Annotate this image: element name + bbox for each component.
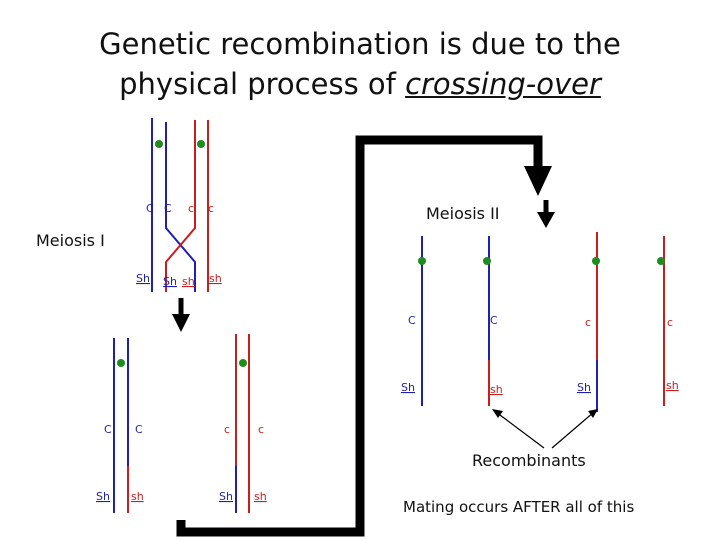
- meiosis-1-products: C C c c Sh sh Sh sh: [96, 334, 267, 513]
- title-line-2-prefix: physical process of: [119, 67, 406, 101]
- m2-allele-c-4: c: [667, 316, 673, 329]
- m1-allele-sh-1: Sh: [136, 272, 150, 285]
- m1-allele-c-4: c: [208, 202, 214, 215]
- recombinant-arrow-right: [551, 411, 595, 449]
- m2-allele-c-3: c: [585, 316, 591, 329]
- m1-chromatid-red-1: [165, 120, 196, 292]
- m2-centromere-4: [657, 257, 665, 265]
- meiosis-1-label: Meiosis I: [36, 231, 105, 250]
- recombinant-arrowhead-left: [492, 409, 503, 418]
- m1-centromere-1: [155, 140, 163, 148]
- recombinants-label: Recombinants: [472, 451, 586, 470]
- mating-note: Mating occurs AFTER all of this: [403, 498, 635, 516]
- meiosis-1-group: C C c c Sh Sh sh sh: [136, 118, 222, 292]
- m1-allele-sh-2: Sh: [163, 275, 177, 288]
- ll-allele-c-1: C: [104, 423, 112, 436]
- ll-allele-c-3: c: [224, 423, 230, 436]
- m1-allele-c-3: c: [188, 202, 194, 215]
- m2-allele-c-2: C: [490, 314, 498, 327]
- m2-centromere-3: [592, 257, 600, 265]
- m2-allele-sh-4: sh: [666, 379, 679, 392]
- title-line-2: physical process of crossing-over: [0, 64, 720, 104]
- m2-allele-sh-2: sh: [490, 383, 503, 396]
- m1-allele-c-2: C: [164, 202, 172, 215]
- ll-centromere-1: [117, 359, 125, 367]
- m1-down-arrow-head: [172, 314, 190, 332]
- m1-allele-c-1: C: [146, 202, 154, 215]
- ll-allele-sh-1: Sh: [96, 490, 110, 503]
- ll-allele-c-4: c: [258, 423, 264, 436]
- ll-allele-sh-3: Sh: [219, 490, 233, 503]
- ll-allele-sh-4: sh: [254, 490, 267, 503]
- m2-allele-sh-1: Sh: [401, 381, 415, 394]
- m2-centromere-2: [483, 257, 491, 265]
- title-emphasis: crossing-over: [405, 67, 601, 101]
- connector-path: [176, 135, 543, 537]
- m2-down-arrow-head: [537, 212, 555, 228]
- m2-allele-c-1: C: [408, 314, 416, 327]
- m1-centromere-2: [197, 140, 205, 148]
- slide-title: Genetic recombination is due to the phys…: [0, 24, 720, 104]
- recombinant-arrowhead-right: [588, 409, 598, 418]
- recombinant-arrow-left: [495, 411, 545, 449]
- meiosis-2-products: C C c c Sh sh Sh sh: [401, 232, 679, 412]
- title-line-1: Genetic recombination is due to the: [99, 27, 621, 61]
- m2-centromere-1: [418, 257, 426, 265]
- ll-allele-c-2: C: [135, 423, 143, 436]
- ll-allele-sh-2: sh: [131, 490, 144, 503]
- connector-arrowhead: [524, 166, 552, 196]
- m1-allele-sh-3: sh: [182, 275, 195, 288]
- ll-centromere-2: [239, 359, 247, 367]
- meiosis-2-label: Meiosis II: [426, 204, 500, 223]
- m1-allele-sh-4: sh: [209, 272, 222, 285]
- m2-allele-sh-3: Sh: [577, 381, 591, 394]
